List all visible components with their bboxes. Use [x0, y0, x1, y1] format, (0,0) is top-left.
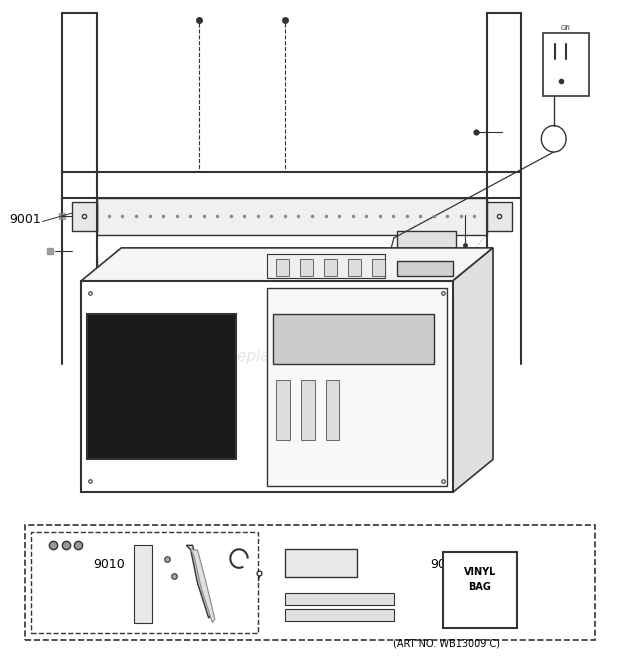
Text: BAG: BAG	[469, 582, 492, 592]
Bar	[276, 259, 288, 276]
Bar	[348, 259, 361, 276]
Bar	[32, 532, 257, 633]
Bar	[134, 545, 153, 623]
Text: (ART NO. WB13009 C): (ART NO. WB13009 C)	[393, 639, 500, 648]
Bar	[301, 380, 314, 440]
Bar	[285, 593, 394, 605]
Bar	[25, 525, 595, 640]
Text: 9010: 9010	[93, 559, 125, 572]
Bar	[267, 254, 384, 278]
Bar	[397, 261, 453, 276]
Text: eReplacementParts.com: eReplacementParts.com	[217, 350, 404, 364]
Bar	[542, 33, 589, 96]
Bar	[285, 609, 394, 621]
Circle shape	[541, 126, 566, 152]
Bar	[443, 552, 516, 628]
Bar	[285, 549, 356, 577]
Bar	[487, 202, 512, 231]
Bar	[300, 259, 312, 276]
Polygon shape	[191, 550, 215, 623]
Bar	[267, 288, 446, 486]
Text: VINYL: VINYL	[464, 567, 496, 577]
Bar	[372, 259, 384, 276]
Bar	[276, 380, 290, 440]
Bar	[273, 314, 434, 364]
Polygon shape	[81, 248, 493, 281]
Text: 9001: 9001	[9, 213, 41, 226]
Bar	[324, 259, 337, 276]
Text: Gfi: Gfi	[560, 24, 570, 31]
Bar	[397, 231, 456, 261]
Bar	[326, 380, 339, 440]
Bar	[81, 281, 453, 492]
Bar	[72, 202, 97, 231]
Bar	[87, 314, 236, 459]
Text: 9005: 9005	[431, 559, 463, 572]
Polygon shape	[187, 545, 211, 618]
Polygon shape	[453, 248, 493, 492]
Bar	[97, 198, 487, 235]
